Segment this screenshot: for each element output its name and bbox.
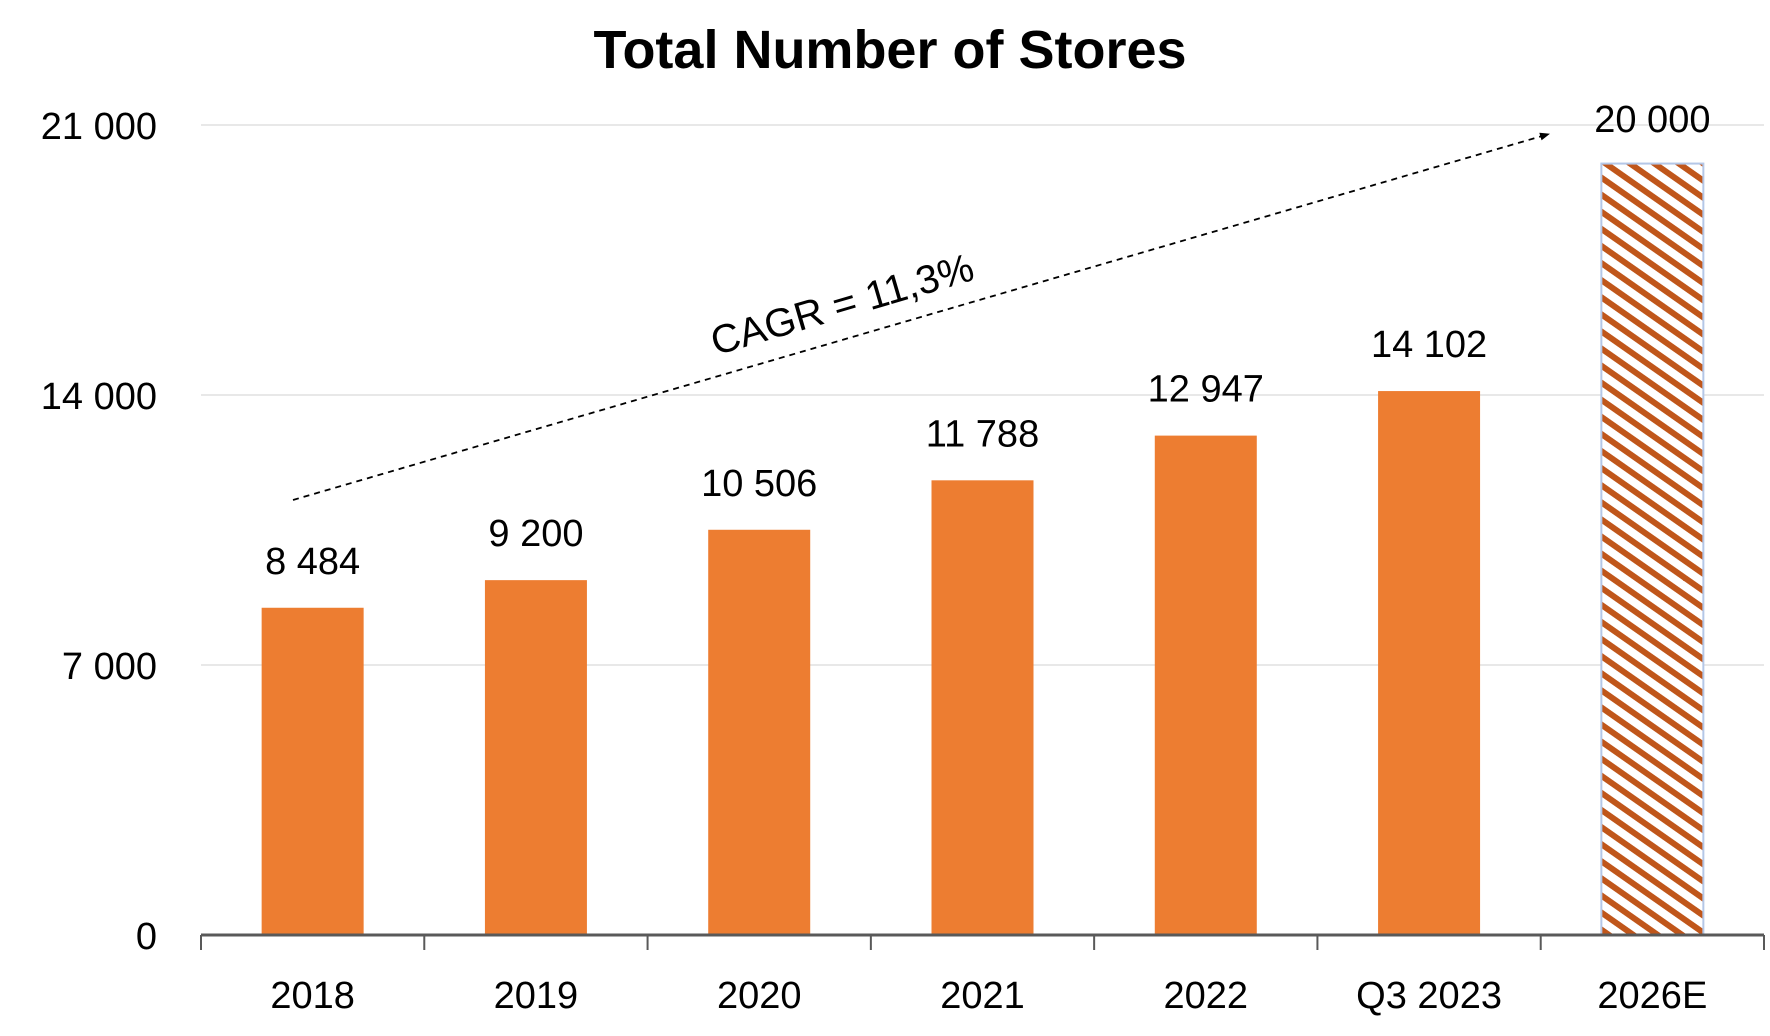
- bar: [484, 580, 587, 935]
- cagr-annotation: CAGR = 11,3%: [706, 246, 979, 364]
- bar: [1378, 391, 1481, 936]
- x-tick-label: 2019: [494, 975, 579, 1017]
- bar: [931, 480, 1034, 935]
- bar: [708, 529, 811, 935]
- x-tick-label: 2022: [1164, 975, 1249, 1017]
- y-tick-label: 0: [136, 916, 157, 958]
- y-axis-labels: 0 7 000 14 000 21 000: [41, 106, 157, 958]
- y-tick-label: 21 000: [41, 106, 157, 148]
- x-tick-label: Q3 2023: [1356, 975, 1502, 1017]
- x-tick-label: 2018: [270, 975, 355, 1017]
- x-axis: [200, 933, 1765, 950]
- data-label: 8 484: [265, 541, 360, 583]
- y-tick-label: 14 000: [41, 376, 157, 418]
- cagr-arrow: [292, 132, 1550, 501]
- bar: [1154, 435, 1257, 935]
- data-label: 12 947: [1148, 369, 1264, 411]
- x-tick-label: 2026E: [1597, 975, 1707, 1017]
- x-axis-labels: 2018 2019 2020 2021 2022 Q3 2023 2026E: [270, 975, 1707, 1017]
- bar: [261, 607, 364, 935]
- data-label: 10 506: [701, 463, 817, 505]
- data-label: 14 102: [1371, 324, 1487, 366]
- data-label: 11 788: [926, 413, 1039, 455]
- y-tick-label: 7 000: [62, 646, 157, 688]
- data-labels: 8 484 9 200 10 506 11 788 12 947 14 102 20 000: [265, 99, 1710, 583]
- bar-estimated: [1600, 162, 1705, 937]
- x-tick-label: 2021: [940, 975, 1025, 1017]
- x-tick-label: 2020: [717, 975, 802, 1017]
- data-label: 20 000: [1594, 99, 1710, 141]
- chart-title: Total Number of Stores: [593, 20, 1186, 80]
- bars: [261, 162, 1705, 937]
- data-label: 9 200: [488, 513, 583, 555]
